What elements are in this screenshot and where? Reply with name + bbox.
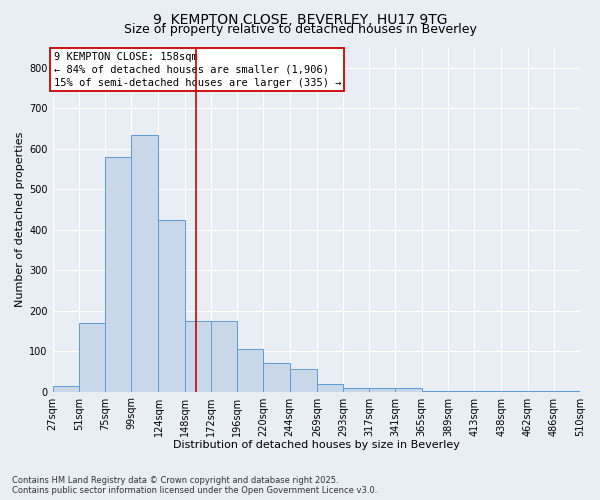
Text: 9, KEMPTON CLOSE, BEVERLEY, HU17 9TG: 9, KEMPTON CLOSE, BEVERLEY, HU17 9TG (153, 12, 447, 26)
Text: Contains HM Land Registry data © Crown copyright and database right 2025.
Contai: Contains HM Land Registry data © Crown c… (12, 476, 377, 495)
Bar (53, 386, 79, 392)
Bar (369, 388, 395, 392)
X-axis label: Distribution of detached houses by size in Beverley: Distribution of detached houses by size … (173, 440, 460, 450)
Bar (290, 370, 317, 392)
Bar (131, 134, 158, 392)
Bar (343, 388, 369, 392)
Text: Size of property relative to detached houses in Beverley: Size of property relative to detached ho… (124, 22, 476, 36)
Bar (105, 157, 131, 392)
Bar (263, 364, 290, 392)
Y-axis label: Number of detached properties: Number of detached properties (15, 132, 25, 307)
Bar (474, 391, 502, 392)
Bar (158, 220, 185, 392)
Text: 9 KEMPTON CLOSE: 158sqm
← 84% of detached houses are smaller (1,906)
15% of semi: 9 KEMPTON CLOSE: 158sqm ← 84% of detache… (53, 52, 341, 88)
Bar (185, 321, 211, 392)
Bar (237, 349, 263, 392)
Bar (448, 391, 474, 392)
Bar (317, 384, 343, 392)
Bar (422, 391, 448, 392)
Bar (395, 388, 422, 392)
Bar (79, 323, 105, 392)
Bar (211, 321, 237, 392)
